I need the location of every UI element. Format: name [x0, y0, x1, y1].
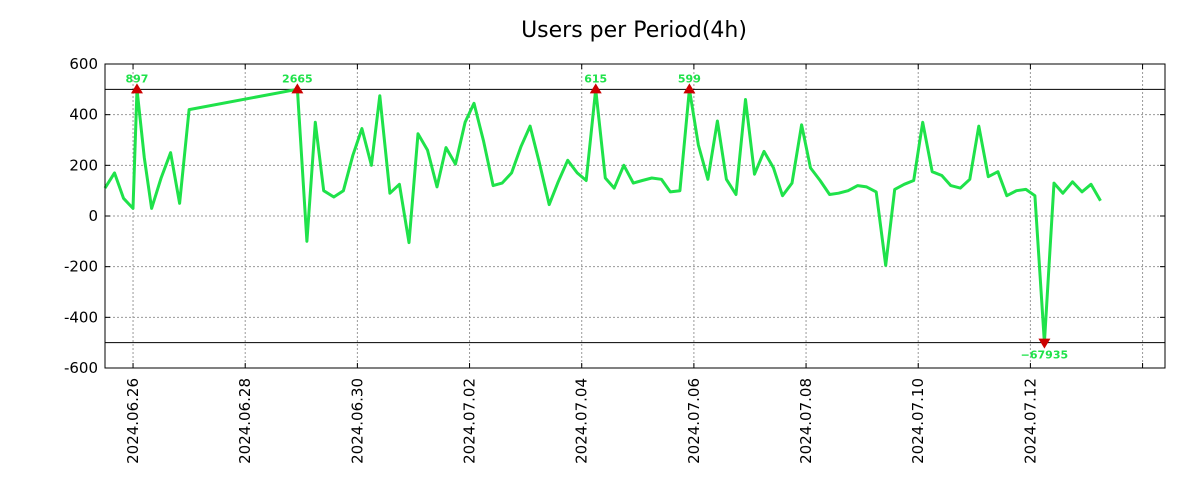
grid-layer	[105, 64, 1165, 368]
clip-marker-up	[291, 83, 304, 94]
clip-value-label: 615	[584, 72, 607, 85]
x-tick-label: 2024.06.26	[124, 378, 142, 464]
y-tick-label: 200	[69, 156, 98, 174]
clip-lines	[105, 88, 1165, 344]
x-tick-label: 2024.07.12	[1021, 378, 1039, 464]
x-tick-label: 2024.07.04	[573, 378, 591, 464]
clip-value-label: −67935	[1021, 349, 1069, 362]
x-tick-label: 2024.07.06	[685, 378, 703, 464]
x-tick-label: 2024.07.08	[797, 378, 815, 464]
y-tick-label: -200	[64, 258, 98, 276]
clip-marker-up	[130, 83, 143, 94]
clip-marker-up	[683, 83, 696, 94]
clip-marker-up	[589, 83, 602, 94]
y-tick-label: -600	[64, 359, 98, 377]
x-tick-label: 2024.06.28	[236, 378, 254, 464]
y-tick-label: 600	[69, 55, 98, 73]
marker-layer: 897 2665 615 599 −67935	[125, 72, 1068, 361]
y-tick-label: 0	[88, 207, 98, 225]
clip-value-label: 897	[125, 72, 148, 85]
clip-value-label: 599	[678, 72, 701, 85]
chart-title: Users per Period(4h)	[521, 18, 747, 43]
x-tick-label: 2024.06.30	[348, 378, 366, 464]
clip-marker-down	[1038, 338, 1051, 349]
line-layer	[103, 87, 1102, 345]
tick-layer: 600 400 200 0 -200 -400 -600 2024.06.26 2024.06.…	[64, 55, 1165, 464]
x-tick-label: 2024.07.02	[461, 378, 479, 464]
y-tick-label: 400	[69, 106, 98, 124]
series-line-users	[103, 87, 1102, 345]
y-tick-label: -400	[64, 308, 98, 326]
clip-value-label: 2665	[282, 72, 313, 85]
x-tick-label: 2024.07.10	[909, 378, 927, 464]
